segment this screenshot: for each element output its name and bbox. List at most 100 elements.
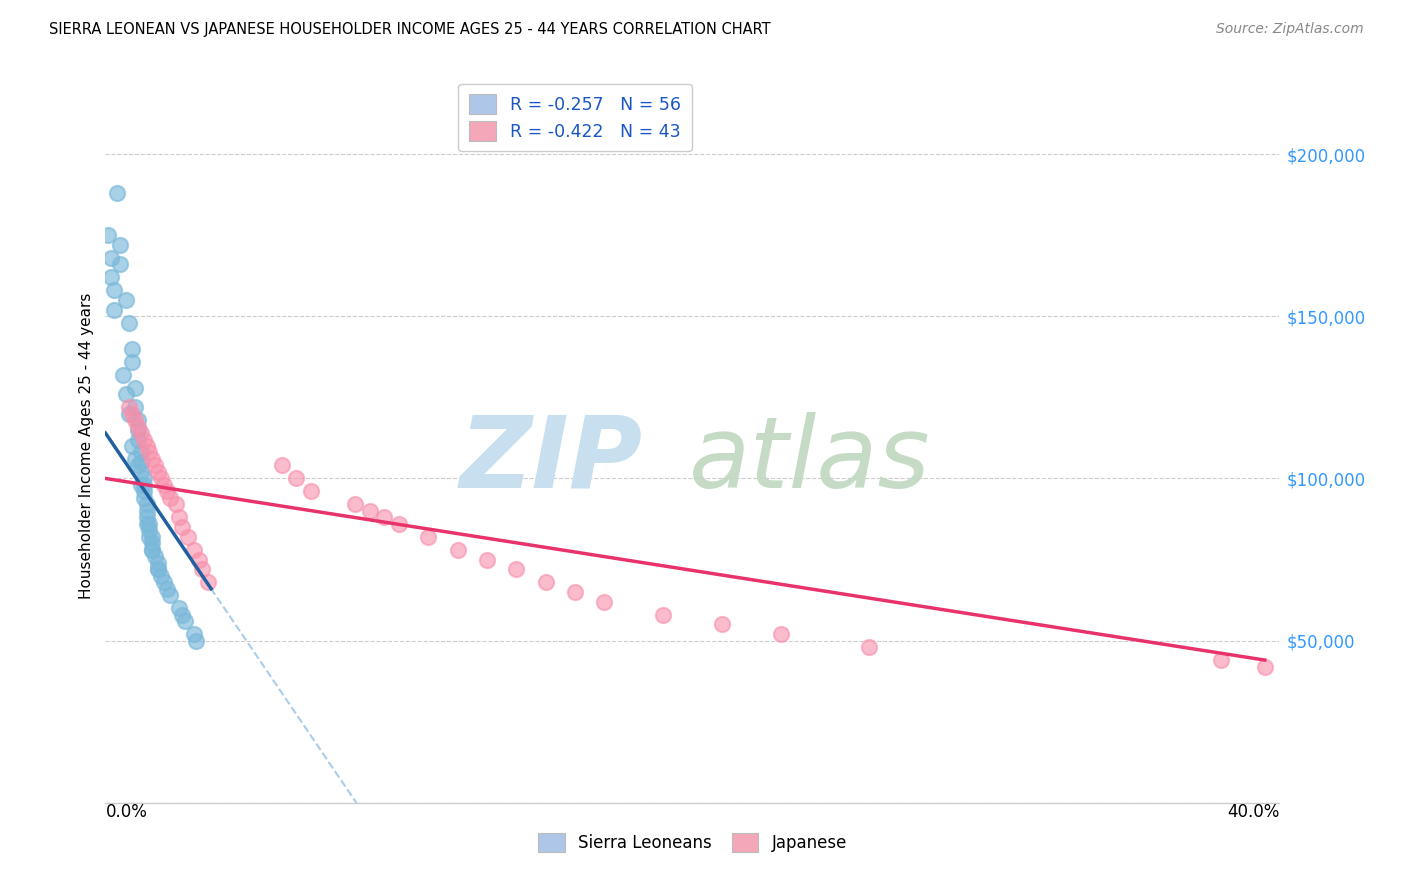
Point [299, 484, 322, 499]
Point [105, 186, 128, 200]
Point [170, 607, 193, 622]
Legend: Sierra Leoneans, Japanese: Sierra Leoneans, Japanese [531, 826, 853, 859]
Point [135, 497, 157, 511]
Point [132, 491, 155, 505]
Point [108, 238, 131, 252]
Point [173, 614, 195, 628]
Point [132, 433, 155, 447]
Point [148, 562, 170, 576]
Point [710, 617, 733, 632]
Point [475, 552, 498, 566]
Point [121, 439, 143, 453]
Point [141, 536, 163, 550]
Point [100, 270, 122, 285]
Point [148, 562, 170, 576]
Point [343, 497, 366, 511]
Point [138, 530, 160, 544]
Point [112, 368, 135, 382]
Point [129, 425, 152, 440]
Point [191, 562, 214, 576]
Point [186, 633, 208, 648]
Point [127, 413, 149, 427]
Text: atlas: atlas [689, 412, 931, 508]
Point [129, 455, 152, 469]
Point [447, 542, 470, 557]
Point [769, 627, 792, 641]
Text: 0.0%: 0.0% [105, 803, 148, 821]
Point [285, 471, 308, 485]
Point [1254, 659, 1277, 673]
Point [118, 316, 141, 330]
Point [197, 575, 219, 590]
Point [156, 484, 179, 499]
Text: Source: ZipAtlas.com: Source: ZipAtlas.com [1216, 22, 1364, 37]
Point [138, 445, 160, 459]
Point [593, 595, 616, 609]
Point [124, 452, 146, 467]
Point [188, 552, 211, 566]
Point [135, 504, 157, 518]
Point [388, 516, 411, 531]
Point [148, 556, 170, 570]
Point [270, 458, 292, 473]
Point [121, 354, 143, 368]
Point [176, 530, 198, 544]
Point [108, 257, 131, 271]
Point [100, 251, 122, 265]
Point [129, 445, 152, 459]
Point [127, 423, 149, 437]
Point [121, 342, 143, 356]
Point [135, 439, 157, 453]
Point [103, 302, 125, 317]
Point [183, 627, 205, 641]
Point [418, 530, 440, 544]
Point [858, 640, 880, 654]
Point [159, 588, 181, 602]
Text: 40.0%: 40.0% [1227, 803, 1279, 821]
Point [118, 400, 141, 414]
Point [124, 381, 146, 395]
Point [143, 458, 166, 473]
Point [138, 516, 160, 531]
Point [652, 607, 675, 622]
Point [167, 601, 190, 615]
Point [141, 530, 163, 544]
Point [124, 413, 146, 427]
Point [118, 407, 141, 421]
Point [141, 542, 163, 557]
Point [141, 542, 163, 557]
Point [148, 465, 170, 479]
Point [124, 400, 146, 414]
Point [359, 504, 381, 518]
Point [135, 516, 157, 531]
Point [115, 387, 138, 401]
Point [132, 471, 155, 485]
Point [156, 582, 179, 596]
Point [132, 478, 155, 492]
Point [127, 433, 149, 447]
Point [135, 510, 157, 524]
Point [115, 293, 138, 307]
Point [167, 510, 190, 524]
Point [165, 497, 187, 511]
Point [564, 585, 586, 599]
Text: ZIP: ZIP [460, 412, 643, 508]
Point [103, 283, 125, 297]
Point [153, 478, 176, 492]
Point [143, 549, 166, 564]
Point [183, 542, 205, 557]
Point [534, 575, 557, 590]
Point [150, 471, 173, 485]
Point [150, 568, 173, 582]
Point [127, 458, 149, 473]
Point [121, 407, 143, 421]
Point [141, 452, 163, 467]
Point [127, 419, 149, 434]
Point [1209, 653, 1232, 667]
Point [129, 478, 152, 492]
Y-axis label: Householder Income Ages 25 - 44 years: Householder Income Ages 25 - 44 years [79, 293, 94, 599]
Point [132, 484, 155, 499]
Point [129, 465, 152, 479]
Point [159, 491, 181, 505]
Point [97, 228, 120, 243]
